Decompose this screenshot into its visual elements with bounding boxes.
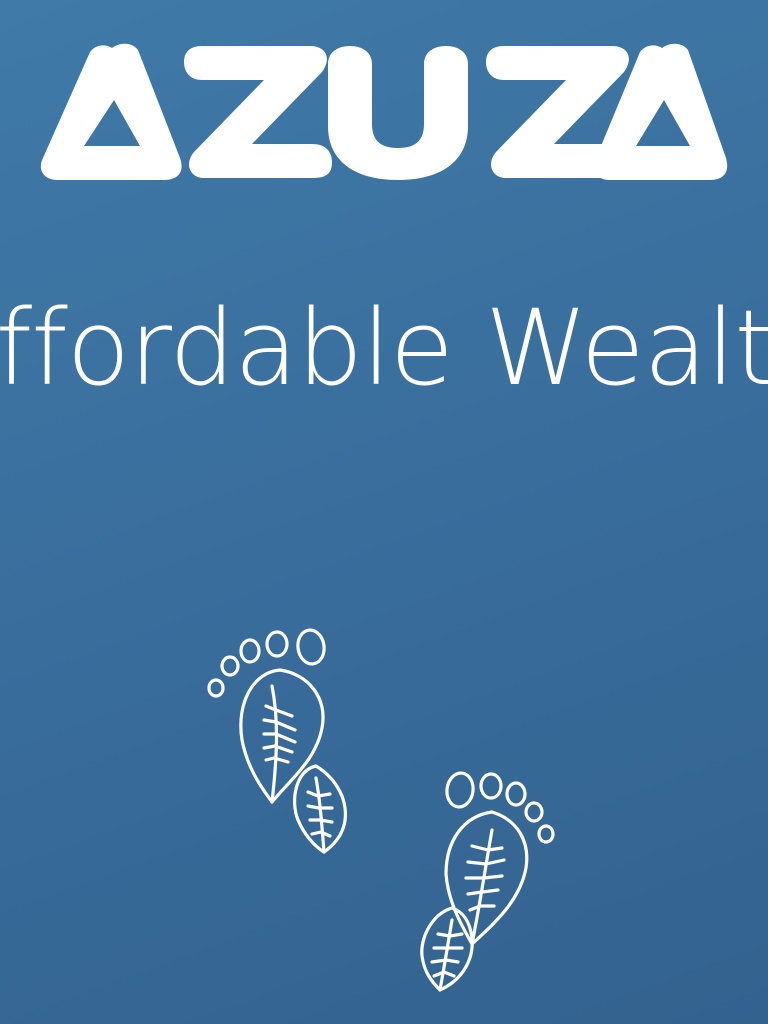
- tagline: Affordable Wealth: [0, 288, 768, 408]
- tagline-container: Affordable Wealth: [0, 288, 768, 408]
- leaf-footprints-icon: [207, 628, 555, 992]
- logo-letter-z-second: [486, 46, 634, 178]
- azuza-logo: [40, 43, 728, 180]
- logo-letter-u: [328, 46, 468, 180]
- logo-letter-z-first: [184, 46, 332, 178]
- logo-letter-a-first: [40, 43, 182, 180]
- logo-letter-a-second: [593, 43, 728, 180]
